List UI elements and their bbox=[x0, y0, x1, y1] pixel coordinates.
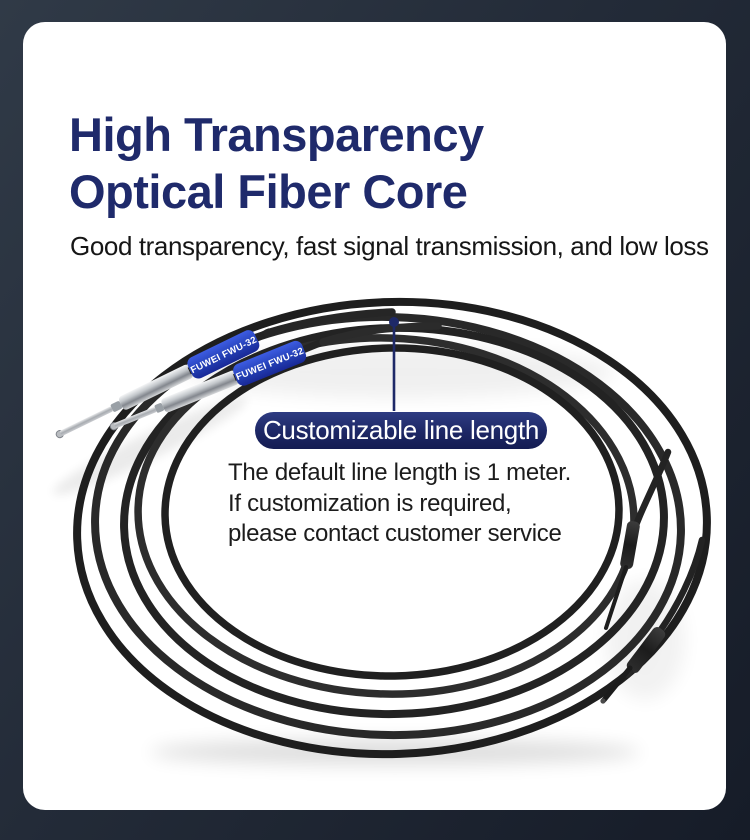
cable-coil bbox=[73, 297, 711, 759]
callout-dot bbox=[389, 317, 399, 327]
probe-2-cable-run bbox=[319, 322, 442, 346]
cable-end-sleeve bbox=[620, 521, 640, 569]
probe-label-sleeve bbox=[233, 340, 307, 386]
title-line-1: High Transparency bbox=[69, 108, 484, 161]
cable-end-right-upper bbox=[604, 448, 672, 630]
subtitle: Good transparency, fast signal transmiss… bbox=[70, 231, 709, 261]
fiber-cable-photo: FUWEI FWU-32 FUWEI FWU-32 bbox=[52, 297, 711, 765]
description-line: The default line length is 1 meter. bbox=[228, 459, 572, 486]
probe-collar bbox=[110, 401, 123, 412]
probe-2: FUWEI FWU-32 bbox=[109, 336, 329, 431]
probe-1: FUWEI FWU-32 bbox=[55, 328, 272, 439]
probe-needle bbox=[114, 407, 157, 429]
probe-collar bbox=[154, 403, 164, 413]
cable-end-right-lower bbox=[600, 536, 706, 704]
probe-ferrule bbox=[161, 370, 239, 413]
title-line-2: Optical Fiber Core bbox=[69, 165, 468, 218]
probe-ferrule bbox=[118, 364, 193, 410]
probe-needle bbox=[59, 406, 113, 436]
callout-badge: Customizable line length bbox=[255, 412, 547, 449]
page-title: High Transparency Optical Fiber Core bbox=[69, 106, 484, 220]
cable-end-sleeve bbox=[626, 627, 666, 673]
probe-1-cable-run bbox=[263, 308, 396, 337]
description-line: please contact customer service bbox=[228, 520, 562, 547]
product-card: High Transparency Optical Fiber Core Goo… bbox=[23, 22, 726, 810]
description-line: If customization is required, bbox=[228, 489, 512, 517]
probe-label-sleeve bbox=[187, 330, 260, 379]
callout-description: The default line length is 1 meter. If c… bbox=[228, 458, 571, 550]
